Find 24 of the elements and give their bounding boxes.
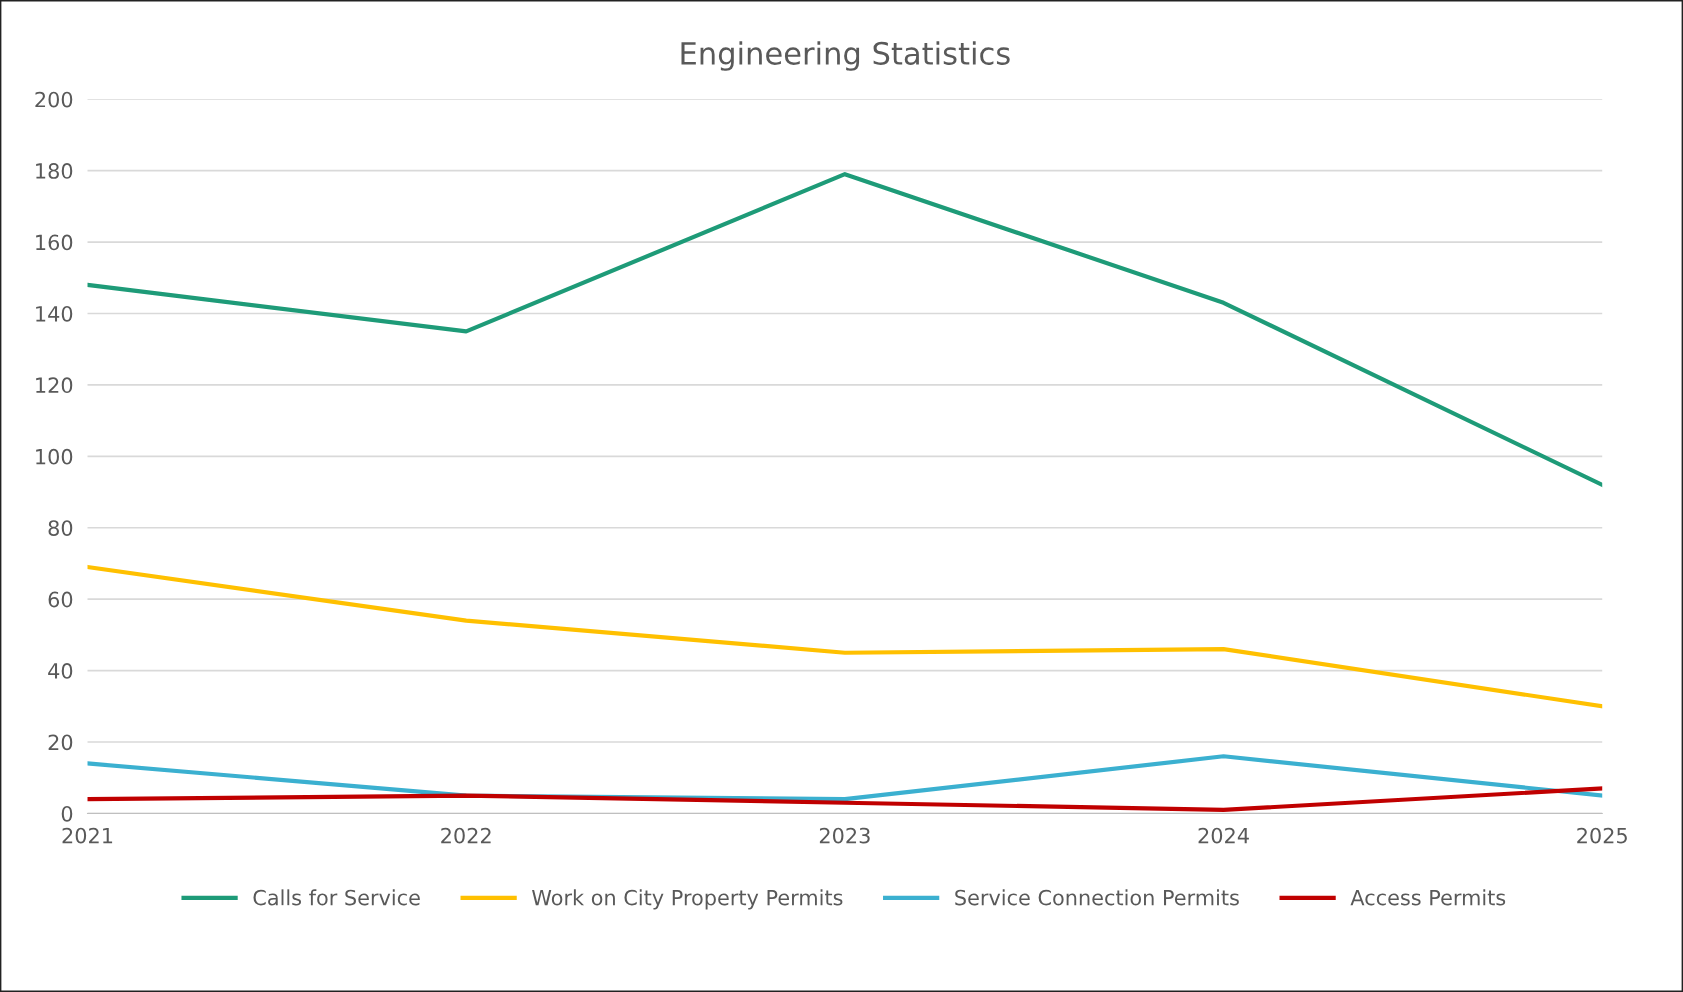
line-series (87, 172, 1603, 487)
line-series (87, 564, 1603, 709)
chart-title: Engineering Statistics (681, 41, 1010, 71)
y-tick-label: 40 (48, 663, 73, 679)
y-tick-label: 160 (36, 234, 73, 251)
y-tick-label: 0 (61, 805, 73, 822)
legend-label: Calls for Service (253, 889, 420, 906)
y-tick-label: 60 (48, 591, 73, 608)
line-series (87, 786, 1603, 812)
x-tick-label: 2022 (441, 827, 491, 844)
x-tick-label: 2023 (819, 827, 870, 844)
y-tick-label: 140 (36, 305, 73, 322)
y-tick-label: 20 (48, 734, 73, 751)
x-tick-label: 2021 (62, 827, 113, 844)
legend-label: Service Connection Permits (955, 889, 1239, 906)
legend-label: Work on City Property Permits (532, 889, 843, 910)
y-tick-label: 180 (36, 163, 73, 179)
y-tick-label: 200 (35, 91, 73, 108)
y-tick-label: 100 (36, 448, 73, 465)
y-tick-label: 80 (48, 520, 73, 536)
legend-label: Access Permits (1350, 889, 1506, 906)
y-tick-label: 120 (36, 377, 73, 394)
x-tick-label: 2024 (1198, 827, 1249, 844)
x-tick-label: 2025 (1577, 827, 1627, 844)
